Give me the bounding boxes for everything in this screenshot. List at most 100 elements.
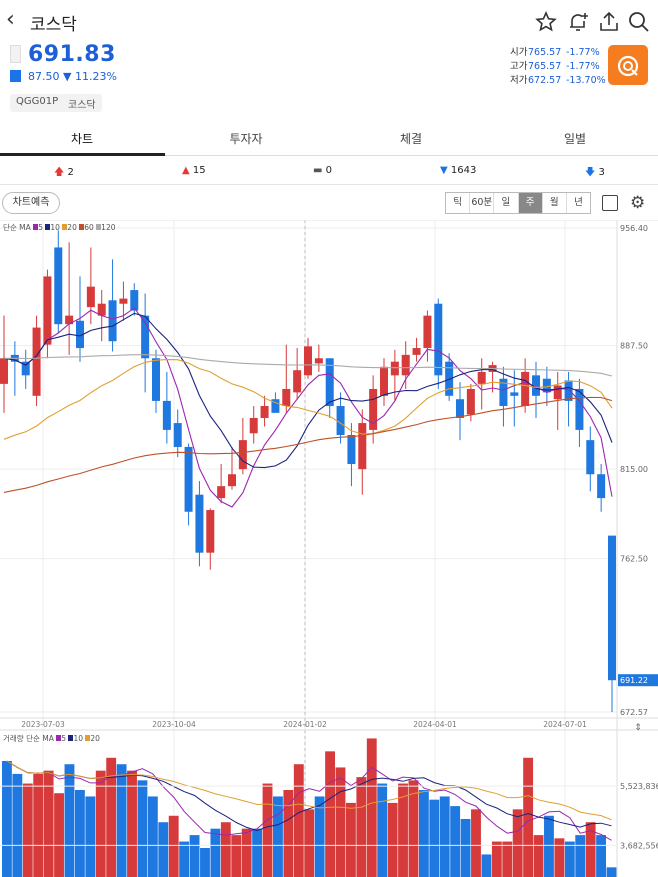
volume-bar [450, 806, 461, 877]
volume-bar [418, 790, 429, 877]
ma20-line [3, 359, 613, 440]
volume-bar [512, 809, 523, 877]
brand-logo-icon[interactable] [608, 45, 648, 85]
period-year[interactable]: 년 [574, 197, 583, 208]
volume-bar [606, 867, 617, 877]
star-icon[interactable] [534, 10, 558, 34]
chart-predict-button[interactable]: 차트예측 [2, 192, 60, 214]
search-icon[interactable] [627, 10, 651, 34]
legend-vma20: 20 [90, 734, 100, 743]
period-week[interactable]: 주 [518, 193, 543, 213]
candle-body [97, 303, 106, 316]
code-tag: QGG01P [10, 94, 65, 112]
tab-bar: 차트 투자자 체결 일별 [0, 124, 658, 156]
ma10-line [3, 312, 613, 469]
flat-dash-icon: ▬ [313, 165, 323, 176]
price-ma-legend: 단순 MA 5 10 20 60 120 [3, 222, 116, 233]
count-value: 2 [67, 167, 74, 178]
date-axis-label: 2024-01-02 [283, 720, 327, 729]
candle-body [206, 510, 215, 553]
count-flat: ▬ 0 [313, 165, 332, 176]
up-limit-arrow-icon: 🡅 [54, 167, 65, 178]
volume-bar [273, 796, 283, 877]
volume-bar [137, 780, 148, 877]
date-axis-label: 2023-10-04 [152, 720, 196, 729]
candle-body [21, 361, 30, 376]
low-label: 저가 [510, 75, 528, 86]
candle-body [217, 486, 226, 499]
period-tick[interactable]: 틱 [446, 193, 471, 213]
volume-bar [523, 757, 534, 877]
volume-bar [325, 751, 335, 877]
volume-bar [304, 809, 315, 877]
volume-bar [241, 828, 252, 877]
ma60-line [3, 396, 613, 493]
volume-ma-legend: 거래량 단순 MA 5 10 20 [3, 733, 100, 744]
candle-body [434, 303, 443, 376]
candle-body [412, 348, 421, 355]
count-value: 0 [325, 165, 333, 176]
price-volume-chart[interactable]: 956.40 887.50 815.00 762.50 672.57 691.22 2023… [0, 220, 658, 877]
count-lower-limit: 🡇 3 [585, 165, 605, 182]
candle-body [423, 315, 432, 349]
volume-bar [429, 799, 440, 877]
ma5-line [3, 307, 613, 508]
candle-body [369, 388, 378, 430]
volume-bar [33, 773, 44, 877]
period-60min[interactable]: 60분 [470, 193, 495, 213]
back-arrow-icon[interactable]: ‹ [6, 7, 15, 32]
volume-bar [377, 783, 388, 877]
volume-bar [220, 822, 231, 877]
price-axis-label: 887.50 [620, 341, 648, 350]
low-pct: -13.70% [566, 75, 606, 86]
volume-bar [564, 841, 575, 877]
date-axis-label: 2023-07-03 [21, 720, 65, 729]
period-day[interactable]: 일 [494, 193, 519, 213]
candle-body [358, 423, 367, 470]
candle-body [86, 286, 95, 308]
volume-bar [262, 783, 273, 877]
current-price: 691.83 [28, 42, 116, 67]
candle-body [380, 366, 388, 396]
volume-bar [200, 848, 210, 877]
candle-body [195, 494, 204, 553]
fullscreen-toggle-icon[interactable] [602, 195, 618, 211]
volume-bar [74, 790, 85, 877]
volume-bar [85, 796, 96, 877]
tab-daily[interactable]: 일별 [563, 132, 587, 146]
period-month[interactable]: 월 [543, 193, 567, 213]
brand-swirl-icon [617, 55, 639, 77]
volume-bar [335, 767, 346, 877]
vma20-line [6, 760, 612, 821]
tab-trades[interactable]: 체결 [399, 132, 423, 146]
high-value: 765.57 [528, 61, 562, 72]
candle-body [586, 440, 595, 475]
ma120-line [4, 354, 613, 377]
change-value: 87.50 [28, 70, 60, 83]
legend-ma10: 10 [50, 223, 60, 232]
share-icon[interactable] [597, 10, 621, 34]
change-color-swatch [10, 70, 21, 82]
legend-ma20: 20 [67, 223, 77, 232]
candle-body [456, 399, 464, 418]
volume-bar [252, 828, 263, 877]
legend-ma5: 5 [38, 223, 43, 232]
candle-body [293, 370, 302, 393]
volume-bar [575, 835, 586, 877]
volume-bar [116, 764, 127, 877]
candle-body [43, 276, 52, 345]
volume-bar [189, 835, 200, 877]
gear-icon[interactable]: ⚙ [630, 193, 646, 213]
bell-plus-icon[interactable] [566, 10, 590, 34]
volume-bar [106, 757, 117, 877]
price-axis-label: 762.50 [620, 555, 648, 564]
candle-body [184, 446, 193, 512]
tab-investor[interactable]: 투자자 [229, 132, 263, 146]
tab-chart[interactable]: 차트 [70, 132, 94, 146]
count-value: 1643 [450, 165, 477, 176]
volume-bar [544, 815, 554, 877]
candle-body [532, 375, 540, 396]
candle-body [141, 315, 150, 359]
candle-body [130, 290, 139, 311]
candle-body [0, 358, 8, 384]
